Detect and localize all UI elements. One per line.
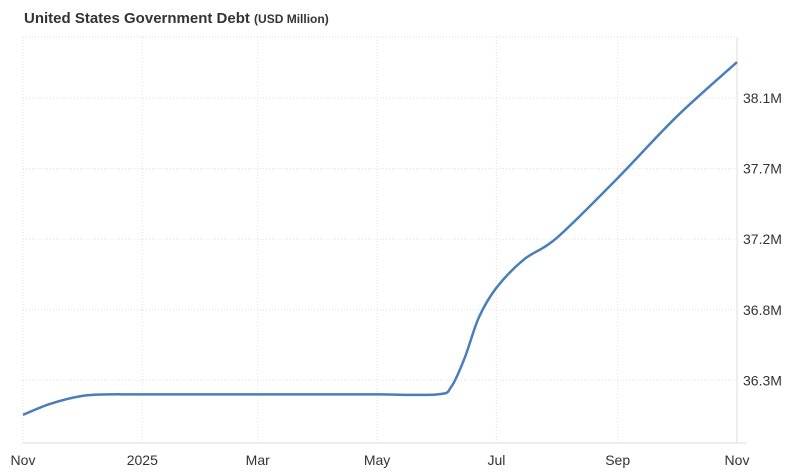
y-tick-label: 37.7M (743, 161, 782, 177)
x-tick-label: Mar (246, 452, 270, 468)
x-tick-label: 2025 (127, 452, 158, 468)
title-text: United States Government Debt (24, 10, 250, 27)
x-tick-label: Nov (725, 452, 750, 468)
unit-label: (USD Million) (254, 12, 329, 26)
x-tick-label: May (364, 452, 390, 468)
chart-title: United States Government Debt (USD Milli… (24, 10, 329, 27)
debt-series-line (22, 61, 738, 416)
y-tick-label: 38.1M (743, 90, 782, 106)
x-tick-label: Nov (11, 452, 36, 468)
y-tick-label: 36.8M (743, 302, 782, 318)
x-tick-label: Jul (487, 452, 505, 468)
y-tick-label: 36.3M (743, 372, 782, 388)
y-tick-label: 37.2M (743, 231, 782, 247)
x-tick-label: Sep (605, 452, 630, 468)
